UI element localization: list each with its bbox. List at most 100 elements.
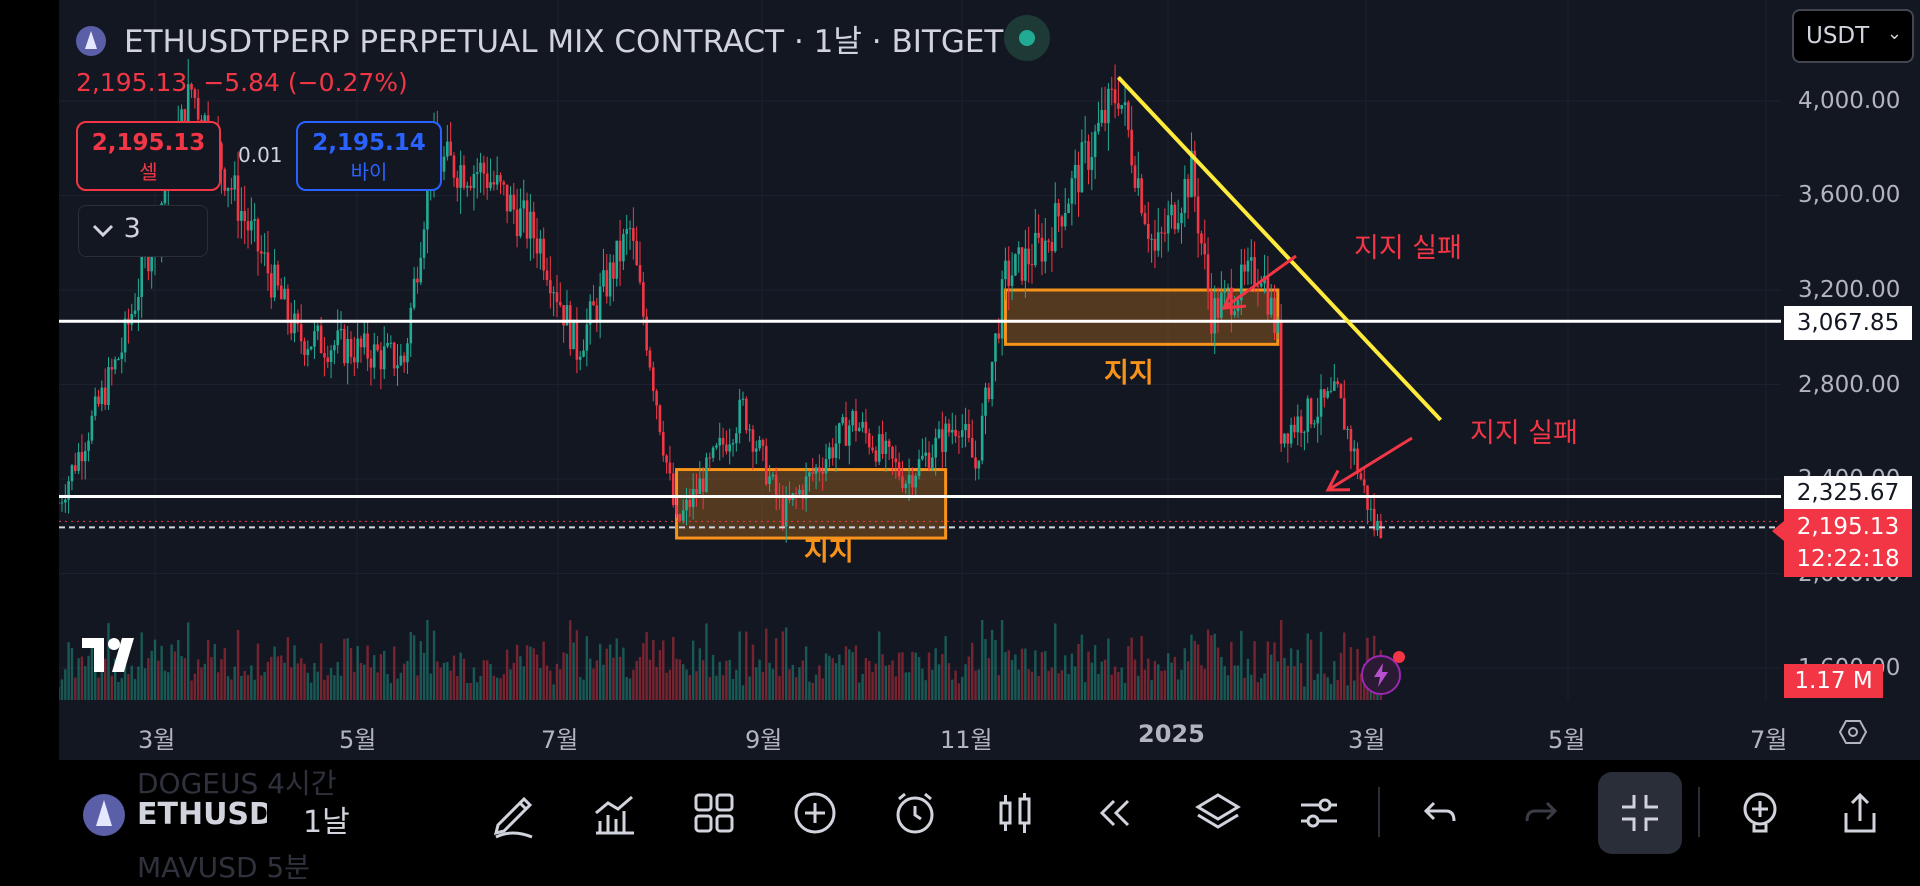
candle-body [1080,142,1084,193]
annotation-support-fail-1: 지지 실패 [1354,233,1462,264]
volume-bar [1180,669,1183,700]
candle-body [186,84,190,136]
volume-bar [492,675,496,700]
draw-icon[interactable] [486,785,542,841]
volume-bar [569,620,572,700]
candle-body [1203,243,1207,255]
candle-body [485,173,489,188]
volume-bar [120,678,123,700]
candle-body [864,421,868,434]
volume-bar [306,672,310,700]
candle-body [974,457,977,469]
volume-bar [765,628,768,700]
symbol-title[interactable]: ETHUSDTPERP PERPETUAL MIX CONTRACT · 1날 … [124,24,1004,60]
volume-bar [914,652,917,700]
candle-body [1063,213,1067,227]
volume-bar [588,658,592,700]
buy-button[interactable]: 2,195.14 바이 [296,121,442,191]
axis-settings-icon[interactable] [1838,717,1868,747]
volume-bar [432,630,436,700]
volume-bar [881,654,884,700]
layout-icon[interactable] [686,785,742,841]
candle-body [346,338,349,364]
volume-bar [213,644,216,700]
volume-bar [838,654,841,700]
candle-body [941,429,944,452]
candle-body [834,443,838,458]
layers-icon[interactable] [1190,785,1246,841]
volume-bar [987,658,991,700]
volume-bar [223,648,226,700]
volume-bar [901,652,904,700]
candle-body [675,505,678,515]
share-icon[interactable] [1832,785,1888,841]
spread-value: 0.01 [238,143,283,167]
redo-icon[interactable] [1513,785,1569,841]
add-icon[interactable] [787,785,843,841]
volume-bar [216,672,220,700]
volume-bar [469,682,472,700]
candle-body [396,365,399,369]
chart-area[interactable] [59,0,1920,760]
volume-bar [1060,670,1064,700]
alert-icon[interactable] [887,785,943,841]
volume-bar [971,642,974,700]
level-label-lower[interactable]: 2,325.67 [1784,476,1912,510]
volume-bar [462,658,466,700]
volume-bar [864,657,868,700]
symbol-selector[interactable]: ETHUSD [137,797,267,832]
volume-bar [539,668,542,700]
candle-body [59,502,60,504]
volume-bar [984,639,987,700]
indicators-icon[interactable] [586,785,642,841]
candle-body [1313,423,1316,425]
candle-body [1150,238,1153,240]
candle-body [761,439,765,446]
exit-fullscreen-button[interactable] [1598,772,1682,854]
candles-icon[interactable] [987,785,1043,841]
volume-bar [476,682,479,700]
level-label-upper[interactable]: 3,067.85 [1784,306,1912,340]
volume-bar [1246,658,1250,700]
market-status-icon[interactable] [1004,15,1050,61]
volume-bar [137,666,140,700]
candle-body [1346,428,1349,430]
bolt-icon[interactable] [1361,651,1405,695]
annotation-arrow [1223,254,1297,310]
volume-bar [738,631,741,700]
candle-body [764,445,768,485]
volume-bar [771,668,775,700]
timeframe-selector[interactable]: 1날 [303,805,350,840]
settings-icon[interactable] [1291,785,1347,841]
candle-body [137,296,140,311]
time-axis-tick: 2025 [1138,720,1205,748]
candle-body [572,319,575,350]
undo-icon[interactable] [1412,785,1468,841]
indicators-toggle-button[interactable]: 3 [78,205,208,257]
candle-body [273,264,276,298]
annotation-support-fail-2: 지지 실패 [1470,418,1578,449]
candle-body [386,342,389,347]
candle-body [1283,433,1286,444]
candle-body [196,97,200,120]
ideas-icon[interactable] [1732,785,1788,841]
chart-canvas[interactable] [59,0,1920,760]
volume-bar [356,646,359,700]
candle-body [426,176,429,230]
candle-body [731,443,735,445]
candle-body [243,211,246,222]
volume-bar [525,645,529,700]
candle-body [645,316,648,351]
candle-body [894,458,898,463]
currency-select[interactable]: USDT ⌄ [1792,9,1914,63]
volume-bar [486,660,489,700]
eth-symbol-icon[interactable] [83,794,125,836]
volume-bar [1057,673,1060,700]
replay-icon[interactable] [1088,785,1144,841]
candle-body [1349,428,1353,452]
volume-bar [422,652,426,700]
candle-body [336,330,340,346]
candle-body [1117,103,1120,109]
volume-bar [1113,666,1117,700]
sell-button[interactable]: 2,195.13 셀 [76,121,221,191]
